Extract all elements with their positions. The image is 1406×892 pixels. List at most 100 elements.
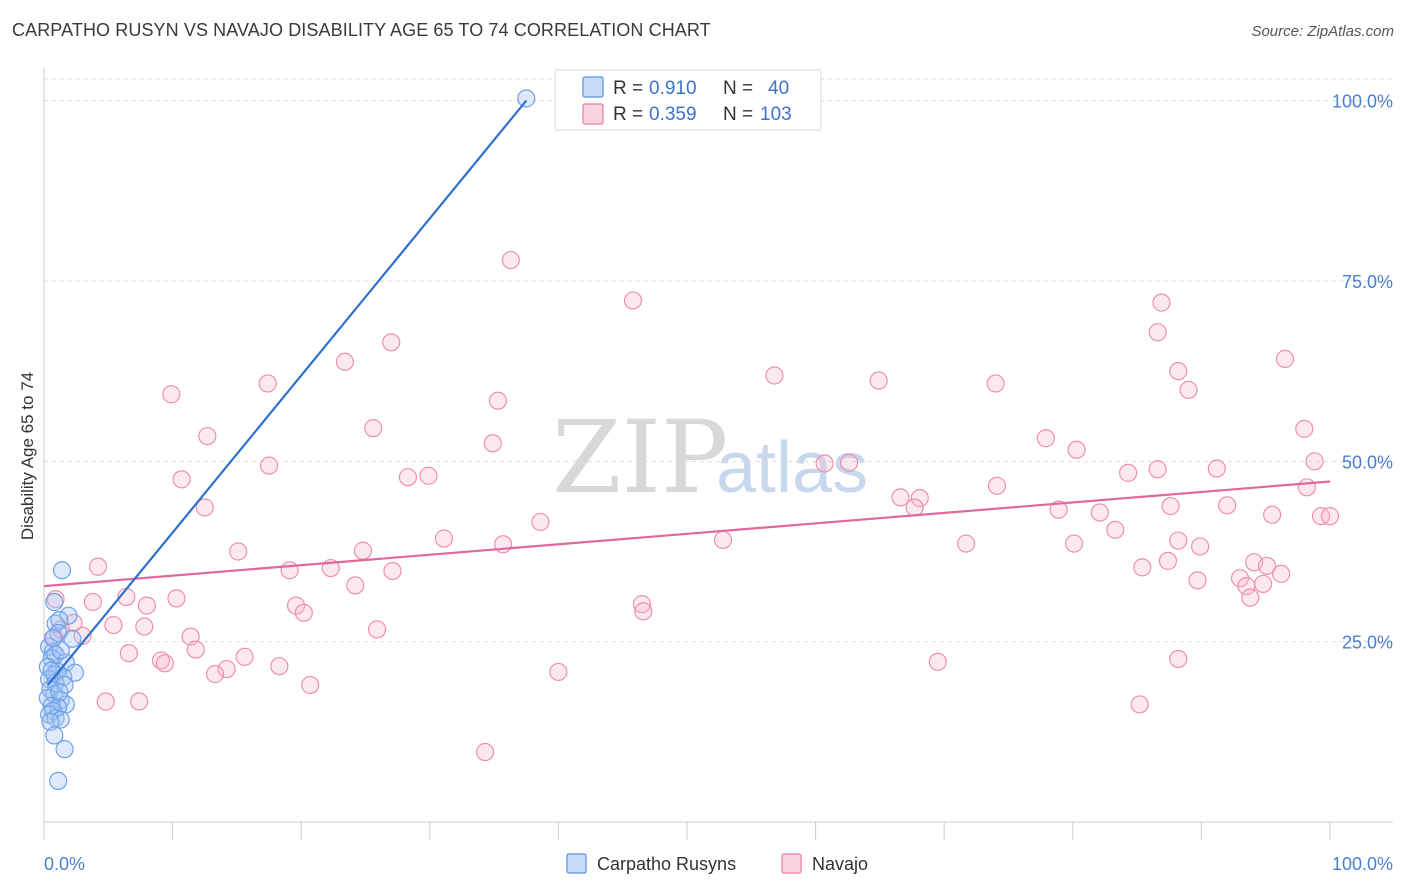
navajo-point xyxy=(1257,556,1277,576)
navajo-point xyxy=(1263,505,1282,524)
legend-n-value-1: 40 xyxy=(768,78,789,99)
navajo-point xyxy=(1207,459,1226,478)
carpatho-point xyxy=(42,661,61,680)
y-tick-labels: 25.0% 50.0% 75.0% 100.0% xyxy=(1332,92,1393,653)
navajo-point xyxy=(195,498,214,517)
chart-title: CARPATHO RUSYN VS NAVAJO DISABILITY AGE … xyxy=(12,20,711,40)
legend-n-label-2: N = xyxy=(723,104,753,125)
navajo-trend-line xyxy=(43,480,1331,588)
series-swatch-carpatho xyxy=(566,853,587,874)
navajo-point xyxy=(549,662,568,682)
carpatho-point xyxy=(41,712,60,731)
legend-r-label-1: R = xyxy=(613,78,643,99)
navajo-point xyxy=(258,374,277,393)
legend-n-label-1: N = xyxy=(723,78,753,99)
carpatho-point xyxy=(43,628,63,648)
navajo-point xyxy=(1169,362,1188,381)
navajo-point xyxy=(235,647,254,666)
navajo-point xyxy=(928,652,947,671)
navajo-point xyxy=(137,596,156,615)
navajo-point xyxy=(346,576,365,595)
navajo-point xyxy=(155,654,174,673)
navajo-point xyxy=(1218,496,1237,515)
navajo-point xyxy=(623,291,643,310)
navajo-point xyxy=(1118,463,1138,482)
source-label: Source: ZipAtlas.com xyxy=(1251,23,1394,40)
y-axis-label: Disability Age 65 to 74 xyxy=(18,372,37,540)
navajo-point xyxy=(1320,507,1340,526)
navajo-point xyxy=(1064,534,1084,553)
navajo-point xyxy=(713,530,733,550)
navajo-point xyxy=(815,454,834,473)
navajo-point xyxy=(294,603,313,622)
navajo-point xyxy=(186,640,205,659)
navajo-point xyxy=(1148,323,1167,342)
carpatho-point xyxy=(55,740,74,759)
gridlines xyxy=(44,78,1393,643)
carpatho-point xyxy=(49,771,68,790)
navajo-point xyxy=(167,589,186,608)
navajo-point xyxy=(286,596,306,615)
navajo-point xyxy=(172,470,191,489)
navajo-point xyxy=(1090,503,1109,522)
navajo-point xyxy=(1169,649,1188,669)
navajo-point xyxy=(229,542,248,561)
navajo-point xyxy=(73,626,92,645)
series-legend: Carpatho Rusyns Navajo xyxy=(566,853,868,874)
carpatho-point xyxy=(52,561,72,580)
navajo-point xyxy=(88,557,108,576)
x-tick-label-max: 100.0% xyxy=(1332,854,1393,874)
navajo-point xyxy=(1241,588,1260,607)
navajo-point xyxy=(1049,500,1068,519)
navajo-point xyxy=(198,426,217,446)
navajo-point xyxy=(634,602,653,621)
stats-legend: R = 0.910 N = 40 R = 0.359 N = 103 xyxy=(554,69,822,131)
y-tick-label-75: 75.0% xyxy=(1342,272,1393,292)
navajo-point xyxy=(1161,496,1180,516)
navajo-point xyxy=(130,692,149,711)
navajo-point xyxy=(1272,564,1291,583)
navajo-point xyxy=(1148,460,1167,479)
navajo-point xyxy=(488,391,508,410)
carpatho-point xyxy=(63,629,82,648)
navajo-point xyxy=(119,644,138,663)
series-label-carpatho: Carpatho Rusyns xyxy=(597,854,736,874)
carpatho-point xyxy=(50,610,69,630)
navajo-point xyxy=(1169,531,1188,550)
navajo-point xyxy=(910,489,929,508)
navajo-point xyxy=(531,512,550,532)
navajo-point xyxy=(419,466,438,485)
y-tick-label-50: 50.0% xyxy=(1342,452,1393,472)
legend-n-value-2: 103 xyxy=(760,104,792,125)
navajo-point xyxy=(382,333,401,352)
navajo-point xyxy=(367,620,387,639)
legend-r-value-2: 0.359 xyxy=(649,104,697,125)
watermark-zip: ZIP xyxy=(552,399,728,516)
navajo-point xyxy=(632,595,652,614)
carpatho-point xyxy=(65,663,84,682)
navajo-point xyxy=(335,352,355,371)
navajo-point xyxy=(1275,349,1295,368)
legend-swatch-pink xyxy=(582,103,604,125)
axes xyxy=(43,68,1393,840)
navajo-point xyxy=(434,529,454,548)
navajo-point xyxy=(83,592,102,612)
navajo-point xyxy=(1036,429,1055,448)
navajo-point xyxy=(1152,293,1171,312)
navajo-point xyxy=(1106,520,1125,539)
navajo-point xyxy=(839,453,859,472)
carpatho-point xyxy=(50,683,69,702)
navajo-point xyxy=(96,692,115,711)
carpatho-point xyxy=(517,89,536,108)
series-label-navajo: Navajo xyxy=(812,854,868,874)
navajo-point xyxy=(1295,419,1314,438)
carpatho-point xyxy=(45,726,64,745)
navajo-point xyxy=(217,659,236,679)
navajo-point xyxy=(475,742,495,762)
navajo-point xyxy=(869,371,888,390)
navajo-point xyxy=(483,434,502,453)
navajo-point xyxy=(364,419,383,438)
navajo-point xyxy=(1133,558,1152,577)
navajo-point xyxy=(205,665,225,684)
